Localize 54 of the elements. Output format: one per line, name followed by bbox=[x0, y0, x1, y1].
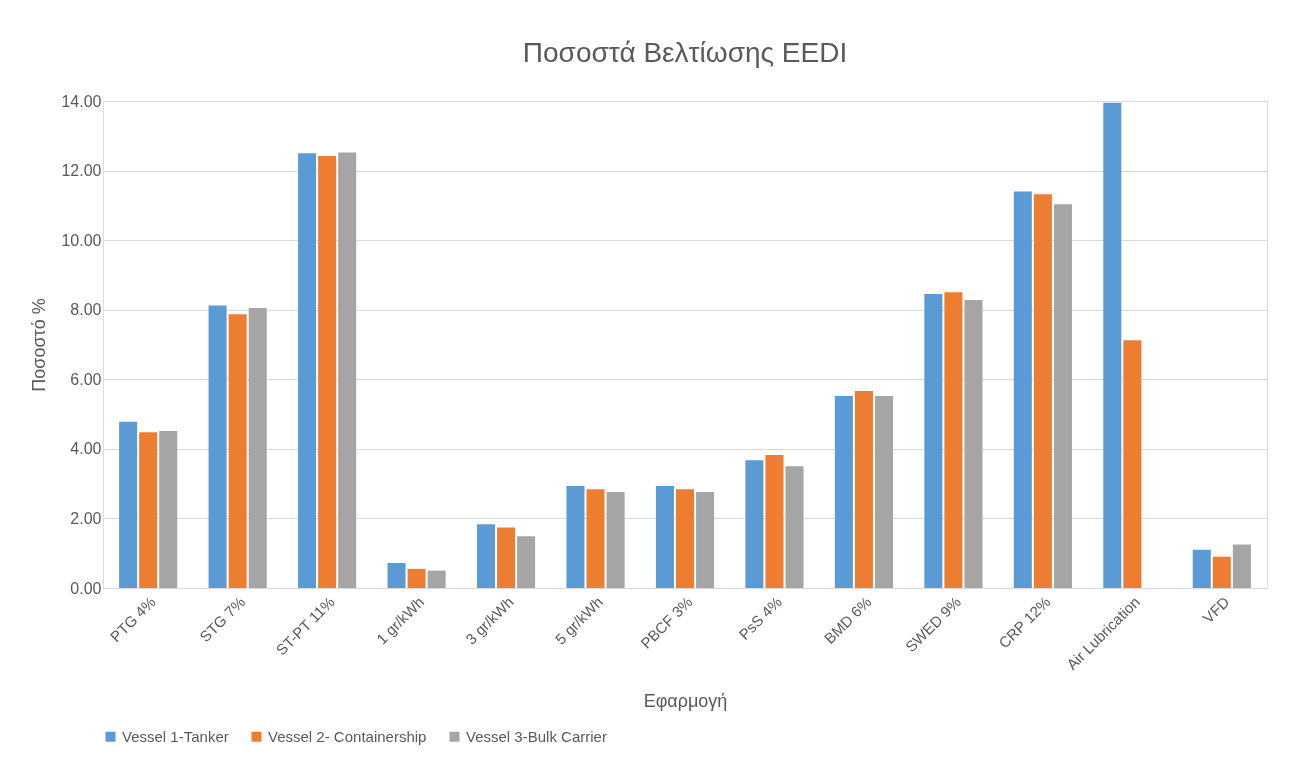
legend-label: Vessel 2- Containership bbox=[268, 727, 427, 745]
bar bbox=[387, 562, 406, 588]
bar bbox=[338, 152, 357, 588]
bar bbox=[1212, 556, 1231, 588]
bar bbox=[427, 570, 446, 588]
bar bbox=[785, 466, 804, 588]
bar bbox=[1033, 194, 1052, 588]
bar bbox=[407, 568, 426, 588]
bar bbox=[476, 524, 496, 588]
bar bbox=[517, 536, 536, 588]
bar bbox=[834, 395, 853, 588]
bar bbox=[497, 527, 516, 588]
bar bbox=[1053, 204, 1072, 588]
y-tick-label: 6.00 bbox=[70, 370, 102, 388]
bar bbox=[159, 431, 178, 588]
bar bbox=[696, 491, 715, 588]
bar bbox=[745, 460, 764, 588]
y-tick-label: 10.00 bbox=[61, 231, 102, 249]
bar bbox=[1103, 102, 1122, 588]
bar bbox=[675, 489, 695, 588]
bar bbox=[1123, 340, 1142, 588]
bar bbox=[924, 294, 943, 588]
y-tick-label: 14.00 bbox=[61, 92, 102, 110]
bar bbox=[944, 292, 963, 588]
bar bbox=[1192, 549, 1211, 588]
bar bbox=[298, 153, 317, 588]
bar bbox=[208, 305, 227, 588]
bar bbox=[566, 486, 585, 588]
x-axis-title: Εφαρμογή bbox=[643, 690, 728, 711]
bar bbox=[248, 307, 267, 588]
y-tick-label: 2.00 bbox=[70, 509, 102, 527]
y-tick-label: 8.00 bbox=[70, 301, 102, 319]
chart-title: Ποσοστά Βελτίωσης EEDI bbox=[522, 37, 848, 68]
bar bbox=[139, 432, 158, 588]
legend-label: Vessel 1-Tanker bbox=[122, 727, 229, 745]
x-tick-label: PsS 4% bbox=[735, 593, 786, 643]
bar bbox=[119, 421, 138, 588]
x-tick-label: VFD bbox=[1199, 592, 1233, 627]
bar bbox=[854, 391, 873, 588]
bar bbox=[1232, 544, 1251, 588]
bar bbox=[655, 486, 674, 588]
y-tick-label: 12.00 bbox=[61, 162, 102, 180]
y-tick-label: 4.00 bbox=[70, 440, 102, 458]
y-tick-label: 0.00 bbox=[70, 579, 102, 597]
bar bbox=[1013, 191, 1032, 588]
legend-label: Vessel 3-Bulk Carrier bbox=[466, 727, 607, 745]
bar bbox=[964, 299, 983, 588]
y-axis-title: Ποσοστό % bbox=[29, 298, 50, 392]
bar bbox=[228, 314, 247, 588]
bar bbox=[586, 489, 605, 588]
bar bbox=[765, 455, 784, 588]
bar bbox=[318, 155, 337, 588]
bar bbox=[606, 491, 625, 588]
bar bbox=[874, 395, 894, 588]
